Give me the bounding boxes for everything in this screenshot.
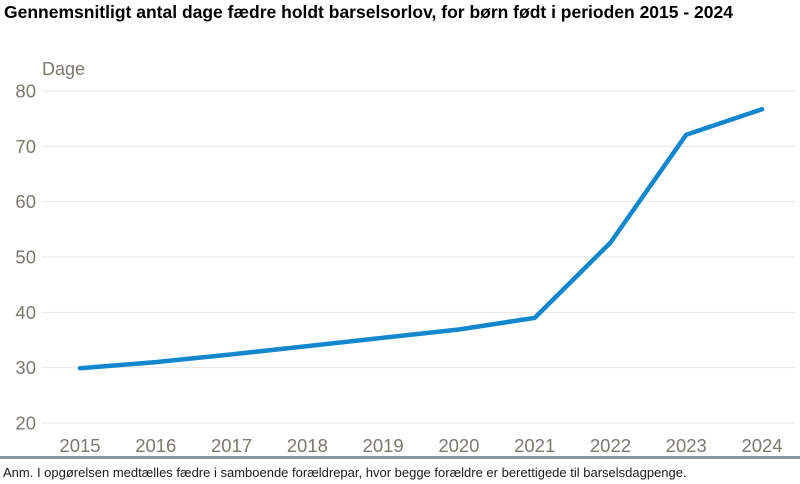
y-tick-label: 50 [15, 247, 36, 268]
footer-divider [0, 456, 800, 459]
y-tick-label: 80 [15, 81, 36, 102]
y-tick-label: 20 [15, 413, 36, 434]
y-tick-label: 70 [15, 136, 36, 157]
y-tick-label: 30 [15, 357, 36, 378]
x-tick-label: 2015 [59, 435, 100, 456]
x-tick-label: 2019 [363, 435, 404, 456]
x-tick-label: 2017 [211, 435, 252, 456]
y-axis-unit-label: Dage [42, 59, 86, 79]
y-tick-label: 40 [15, 302, 36, 323]
x-tick-label: 2021 [514, 435, 555, 456]
x-tick-label: 2024 [741, 435, 782, 456]
data-series-line [77, 107, 765, 371]
x-tick-label: 2016 [135, 435, 176, 456]
y-tick-label: 60 [15, 191, 36, 212]
x-tick-label: 2022 [590, 435, 631, 456]
x-tick-label: 2020 [438, 435, 479, 456]
x-tick-label: 2023 [666, 435, 707, 456]
line-chart: 20 30 40 50 60 70 80 2015 2016 2017 2018 2019 2020 20… [15, 81, 795, 456]
footnote: Anm. I opgørelsen medtælles fædre i samb… [3, 465, 687, 480]
chart-title: Gennemsnitligt antal dage fædre holdt ba… [4, 2, 733, 22]
x-tick-label: 2018 [287, 435, 328, 456]
